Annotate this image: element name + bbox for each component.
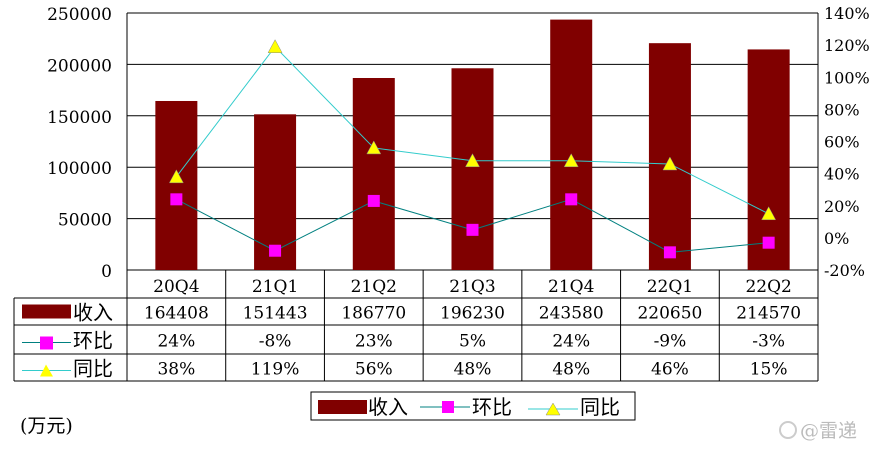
category-label: 21Q4 bbox=[548, 277, 594, 297]
left-tick-label: 150000 bbox=[47, 108, 112, 128]
table-cell: 196230 bbox=[440, 304, 505, 324]
table-cell: 151443 bbox=[243, 304, 308, 324]
marker-yoy bbox=[267, 39, 283, 53]
legend-label: 收入 bbox=[368, 395, 408, 419]
unit-note: (万元) bbox=[20, 415, 73, 437]
category-label: 21Q3 bbox=[449, 277, 495, 297]
table-legend-marker bbox=[40, 336, 53, 350]
table-cell: 5% bbox=[459, 332, 486, 352]
left-tick-label: 50000 bbox=[58, 211, 112, 231]
table-cell: 214570 bbox=[736, 304, 801, 324]
marker-qoq bbox=[269, 244, 282, 257]
right-tick-label: -20% bbox=[824, 261, 865, 280]
table-cell: 24% bbox=[552, 332, 590, 352]
table-cell: 243580 bbox=[539, 304, 604, 324]
table-cell: 38% bbox=[157, 360, 195, 380]
category-label: 21Q2 bbox=[351, 277, 397, 297]
marker-qoq bbox=[762, 236, 775, 249]
right-tick-label: 40% bbox=[824, 165, 860, 184]
table-cell: 220650 bbox=[637, 304, 702, 324]
table-series-name: 同比 bbox=[73, 357, 113, 381]
marker-yoy bbox=[662, 156, 678, 171]
bar-revenue bbox=[451, 68, 494, 270]
table-legend-marker bbox=[40, 364, 53, 377]
legend-label: 同比 bbox=[580, 395, 620, 419]
table-series-name: 环比 bbox=[73, 329, 113, 353]
category-label: 21Q1 bbox=[252, 277, 298, 297]
right-tick-label: 120% bbox=[824, 36, 870, 55]
legend-key-revenue bbox=[318, 400, 367, 414]
marker-qoq bbox=[367, 194, 380, 207]
right-tick-label: 100% bbox=[824, 68, 870, 87]
table-cell: 48% bbox=[454, 360, 492, 380]
marker-qoq bbox=[170, 193, 183, 206]
right-tick-label: 140% bbox=[824, 4, 870, 23]
table-cell: 164408 bbox=[144, 304, 209, 324]
legend-marker-yoy bbox=[545, 402, 561, 416]
category-label: 20Q4 bbox=[153, 277, 199, 297]
marker-qoq bbox=[565, 193, 578, 206]
legend-marker-qoq bbox=[442, 401, 454, 413]
bar-revenue bbox=[550, 19, 593, 270]
table-cell: 46% bbox=[651, 360, 689, 380]
marker-yoy bbox=[761, 206, 777, 221]
category-label: 22Q2 bbox=[745, 277, 791, 297]
left-tick-label: 250000 bbox=[47, 5, 112, 25]
table-series-name: 收入 bbox=[73, 301, 113, 325]
table-cell: 48% bbox=[552, 360, 590, 380]
watermark: @雷递 bbox=[800, 420, 857, 442]
right-tick-label: 0% bbox=[824, 229, 849, 248]
legend-label: 环比 bbox=[472, 395, 512, 419]
table-legend-key bbox=[22, 304, 71, 319]
left-tick-label: 0 bbox=[101, 262, 112, 282]
right-tick-label: 20% bbox=[824, 197, 860, 216]
legend-box bbox=[310, 391, 636, 421]
left-tick-label: 200000 bbox=[47, 56, 112, 76]
marker-qoq bbox=[466, 223, 479, 236]
table-cell: 186770 bbox=[341, 304, 406, 324]
watermark-logo-icon bbox=[779, 421, 797, 439]
table-cell: 56% bbox=[355, 360, 393, 380]
right-tick-label: 80% bbox=[824, 100, 860, 119]
table-cell: -8% bbox=[259, 332, 292, 352]
table-cell: 23% bbox=[355, 332, 393, 352]
marker-yoy bbox=[563, 153, 579, 168]
table-cell: -3% bbox=[752, 332, 785, 352]
table-cell: 24% bbox=[157, 332, 195, 352]
table-cell: -9% bbox=[654, 332, 687, 352]
marker-yoy bbox=[465, 153, 480, 168]
right-tick-label: 60% bbox=[824, 133, 860, 152]
table-cell: 119% bbox=[251, 360, 300, 380]
left-tick-label: 100000 bbox=[47, 159, 112, 179]
marker-yoy bbox=[366, 140, 382, 155]
bar-revenue bbox=[352, 78, 395, 270]
marker-yoy bbox=[168, 169, 184, 184]
bar-revenue bbox=[155, 100, 198, 270]
table-cell: 15% bbox=[750, 360, 788, 380]
marker-qoq bbox=[663, 246, 676, 259]
bar-revenue bbox=[747, 49, 790, 270]
category-label: 22Q1 bbox=[647, 277, 693, 297]
